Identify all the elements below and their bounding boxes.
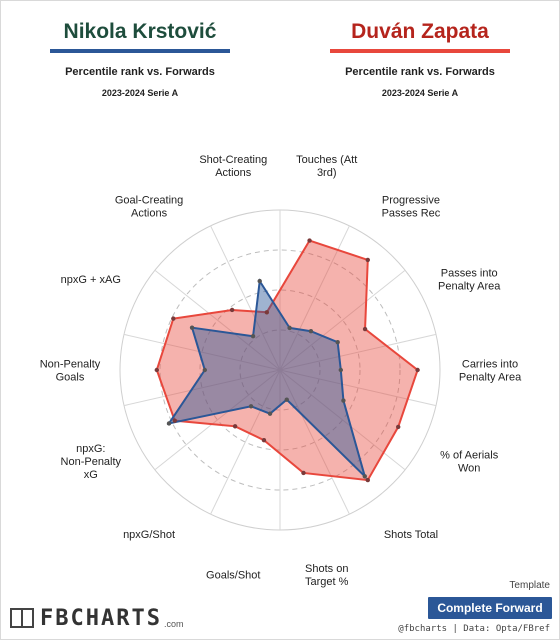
player2-subtitle: Percentile rank vs. Forwards <box>345 66 495 78</box>
radar-sector-line <box>123 369 281 407</box>
pitch-icon <box>10 608 34 628</box>
axis-label: Shots Total <box>384 529 438 541</box>
player2-color-bar <box>330 49 510 53</box>
radar-point <box>335 340 340 345</box>
player1-subtitle: Percentile rank vs. Forwards <box>65 66 215 78</box>
radar-grid-ring <box>159 249 401 491</box>
player2-name: Duván Zapata <box>351 20 489 43</box>
radar-point <box>365 257 370 263</box>
logo-suffix: .com <box>163 619 184 629</box>
radar-point <box>248 404 254 409</box>
radar-point <box>338 367 343 373</box>
player1-season: 2023-2024 Serie A <box>101 88 179 98</box>
player1-color-bar <box>50 49 230 53</box>
radar-point <box>396 424 401 430</box>
radar-sector-line <box>279 369 350 515</box>
axis-label: Shot-Creating Actions <box>199 154 267 179</box>
footer-credit: @fbcharts | Data: Opta/FBref <box>398 624 550 634</box>
radar-point <box>308 329 314 334</box>
axis-label: Goal-Creating Actions <box>115 194 183 219</box>
radar-point <box>250 334 256 339</box>
radar-point <box>154 367 159 373</box>
radar-point <box>415 367 420 373</box>
radar-point <box>264 310 270 315</box>
axis-label: Carries into Penalty Area <box>459 359 522 384</box>
radar-sector-line <box>279 269 406 371</box>
fbcharts-logo: FBCHARTS .com <box>10 604 183 632</box>
player2-season: 2023-2024 Serie A <box>381 88 459 98</box>
radar-sector-line <box>210 369 281 515</box>
template-label: Template <box>509 580 550 591</box>
radar-point <box>365 477 370 483</box>
axis-label: Touches (Att 3rd) <box>296 154 357 179</box>
radar-grid-ring <box>199 289 361 451</box>
radar-point <box>284 397 289 402</box>
axis-label: Goals/Shot <box>206 570 260 582</box>
radar-point <box>171 316 176 321</box>
logo-text: FBCHARTS <box>40 605 162 631</box>
radar-point <box>362 326 368 332</box>
axis-label: Progressive Passes Rec <box>382 194 441 219</box>
axis-label: npxG/Shot <box>123 529 175 541</box>
radar-point <box>287 325 292 331</box>
radar-sector-line <box>279 369 437 407</box>
radar-point <box>307 238 312 243</box>
radar-point <box>301 470 306 476</box>
radar-point <box>229 307 235 313</box>
radar-point <box>166 421 172 426</box>
axis-label: Shots on Target % <box>305 563 349 588</box>
radar-point <box>341 398 346 403</box>
player1-name: Nikola Krstović <box>63 20 217 43</box>
radar-point <box>257 278 262 284</box>
radar-sector-line <box>154 269 281 371</box>
radar-sector-line <box>154 369 281 471</box>
radar-point <box>202 367 207 373</box>
radar-sector-line <box>210 225 281 371</box>
axis-label: % of Aerials Won <box>440 450 499 475</box>
axis-label: Passes into Penalty Area <box>438 267 501 292</box>
radar-sector-line <box>123 333 281 371</box>
radar-point <box>261 437 267 443</box>
radar-point <box>189 325 195 330</box>
axis-label: npxG + xAG <box>61 274 121 286</box>
radar-point <box>362 474 367 479</box>
axis-label: Non-Penalty Goals <box>40 359 101 384</box>
radar-sector-line <box>279 333 437 371</box>
radar-grid-ring <box>239 329 321 411</box>
radar-point <box>267 411 273 416</box>
radar-point <box>172 418 177 423</box>
template-badge: Complete Forward <box>428 597 552 619</box>
radar-point <box>232 424 238 429</box>
axis-label: npxG: Non-Penalty xG <box>61 443 122 481</box>
